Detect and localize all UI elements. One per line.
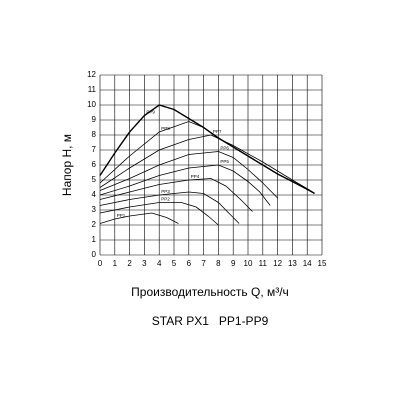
y-tick-label: 12 — [87, 70, 96, 79]
x-tick-label: 1 — [113, 259, 118, 268]
curve-label: PP5 — [220, 159, 229, 164]
x-tick-label: 13 — [288, 259, 297, 268]
curve — [99, 164, 271, 206]
y-tick-label: 9 — [92, 115, 97, 124]
x-axis-label: Производительность Q, м³/ч — [131, 285, 289, 299]
x-tick-label: 4 — [157, 259, 162, 268]
x-tick-label: 5 — [172, 259, 177, 268]
curve — [99, 104, 315, 195]
x-tick-label: 0 — [98, 259, 103, 268]
y-tick-label: 7 — [92, 145, 97, 154]
curve — [99, 202, 219, 226]
curve-label: PP9 — [146, 110, 155, 115]
x-tick-label: 7 — [201, 259, 206, 268]
curve-label: PP2 — [161, 197, 170, 202]
y-tick-label: 6 — [92, 160, 97, 169]
y-tick-label: 3 — [92, 205, 97, 214]
y-tick-label: 10 — [87, 100, 96, 109]
y-axis-label: Напор H, м — [60, 134, 74, 196]
x-tick-label: 12 — [273, 259, 282, 268]
x-tick-label: 15 — [318, 259, 327, 268]
y-tick-label: 2 — [92, 220, 97, 229]
curve-label: PP3 — [161, 189, 170, 194]
curve-label: PP1 — [117, 213, 126, 218]
x-tick-label: 10 — [244, 259, 253, 268]
y-tick-label: 8 — [92, 130, 97, 139]
x-tick-label: 8 — [216, 259, 221, 268]
curve-label: PP4 — [191, 174, 200, 179]
curve — [99, 151, 278, 199]
curve — [99, 212, 179, 224]
y-tick-label: 5 — [92, 175, 97, 184]
x-tick-label: 6 — [187, 259, 192, 268]
x-tick-label: 14 — [303, 259, 312, 268]
curve — [99, 134, 311, 191]
curve-label: PP8 — [161, 126, 170, 131]
curve — [99, 121, 312, 193]
curve-label: PP6 — [220, 146, 229, 151]
curve — [99, 178, 253, 212]
x-tick-label: 9 — [231, 259, 236, 268]
y-tick-label: 0 — [92, 250, 97, 259]
y-tick-label: 1 — [92, 235, 97, 244]
y-tick-label: 11 — [88, 85, 97, 94]
x-tick-label: 2 — [127, 259, 132, 268]
x-tick-label: 11 — [259, 259, 268, 268]
curve — [99, 191, 240, 224]
x-tick-label: 3 — [142, 259, 147, 268]
chart-title: STAR PX1 PP1-PP9 — [152, 314, 269, 328]
curve-label: PP7 — [213, 129, 222, 134]
y-tick-label: 4 — [92, 190, 97, 199]
